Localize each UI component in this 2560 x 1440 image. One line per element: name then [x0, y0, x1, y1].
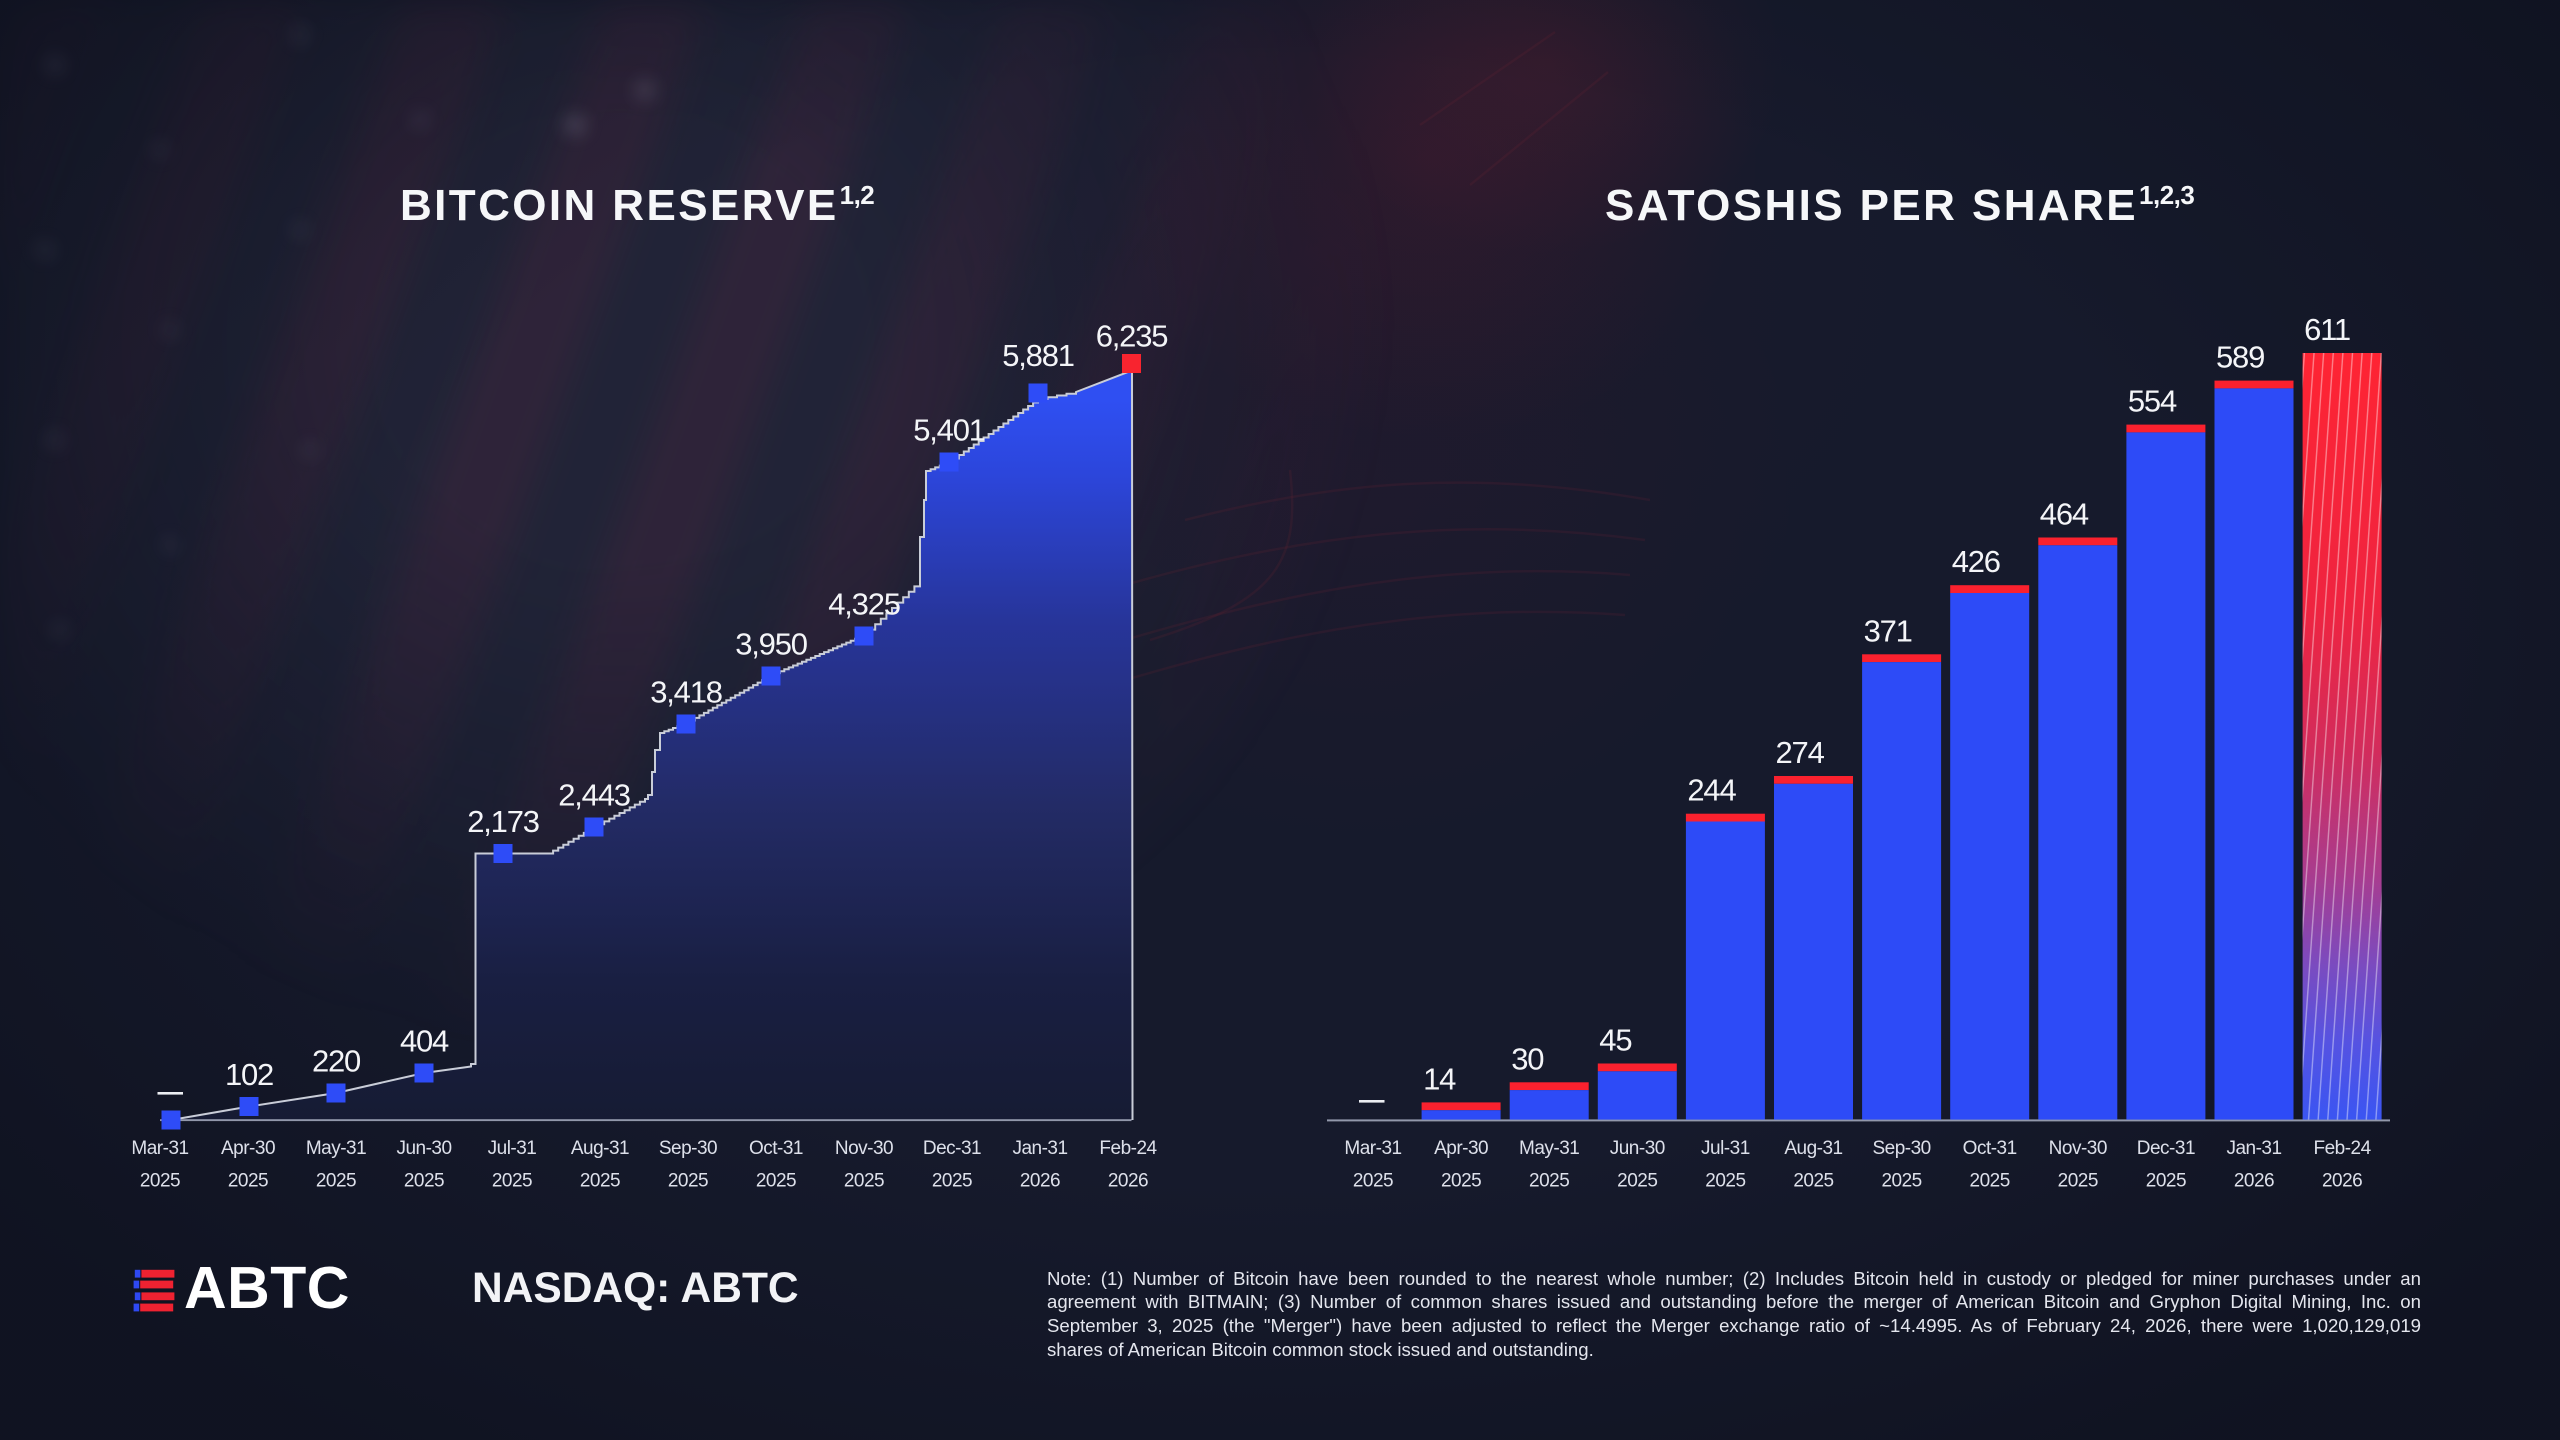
svg-text:371: 371	[1864, 613, 1912, 648]
svg-text:589: 589	[2216, 340, 2264, 375]
svg-text:404: 404	[400, 1024, 449, 1059]
svg-text:464: 464	[2040, 497, 2089, 532]
svg-text:244: 244	[1687, 773, 1736, 808]
svg-text:3,950: 3,950	[735, 627, 808, 662]
svg-text:14: 14	[1423, 1061, 1456, 1096]
svg-text:30: 30	[1511, 1041, 1544, 1076]
svg-text:3,418: 3,418	[650, 675, 722, 710]
svg-text:2,443: 2,443	[558, 778, 630, 813]
svg-text:220: 220	[312, 1044, 361, 1079]
svg-text:5,401: 5,401	[913, 413, 985, 448]
svg-text:426: 426	[1952, 544, 2000, 579]
svg-text:611: 611	[2304, 312, 2350, 347]
svg-text:5,881: 5,881	[1002, 338, 1074, 373]
svg-text:554: 554	[2128, 384, 2177, 419]
svg-text:45: 45	[1599, 1023, 1631, 1058]
svg-text:6,235: 6,235	[1096, 319, 1168, 354]
svg-text:4,325: 4,325	[828, 587, 900, 622]
svg-text:102: 102	[225, 1057, 273, 1092]
svg-text:2,173: 2,173	[467, 804, 539, 839]
svg-text:274: 274	[1776, 735, 1825, 770]
